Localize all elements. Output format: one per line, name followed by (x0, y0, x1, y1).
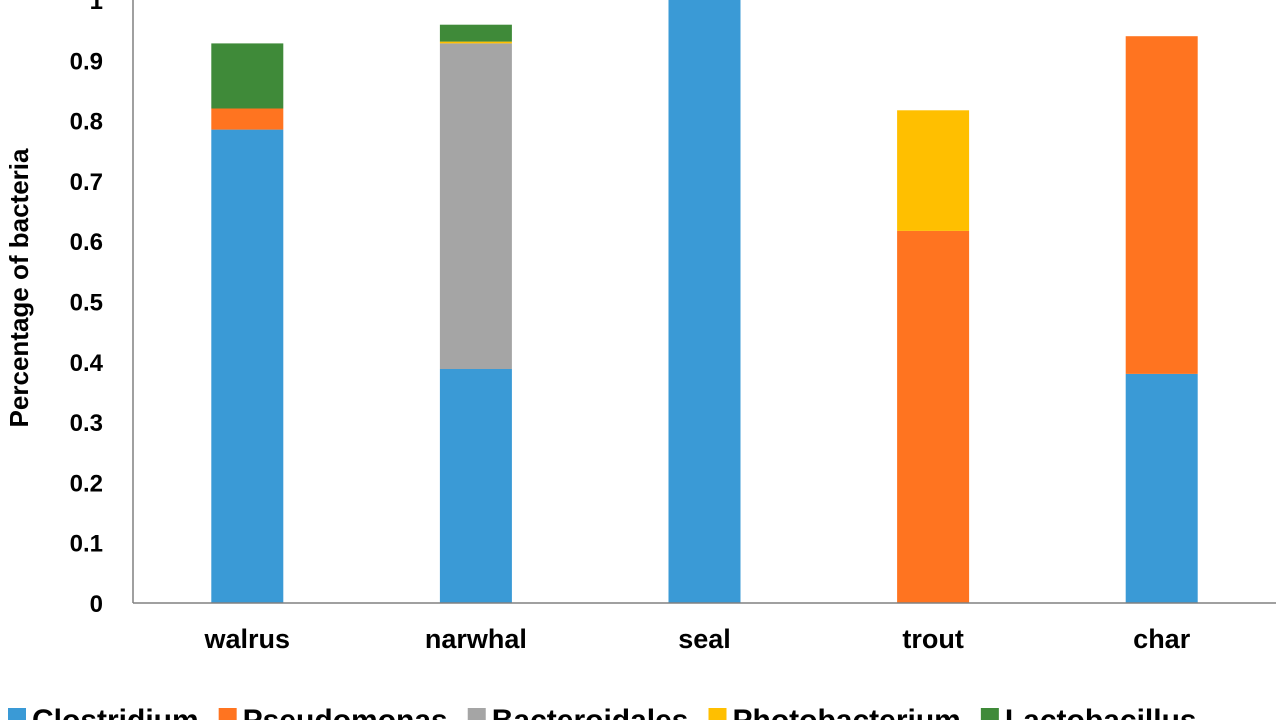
y-tick-label: 0.9 (70, 48, 103, 75)
legend-swatch-photobacterium (708, 708, 727, 720)
bar-char-pseudomonas (1125, 36, 1198, 374)
bar-walrus-pseudomonas (211, 108, 284, 130)
bar-char-clostridium (1125, 373, 1198, 603)
legend-label-pseudomonas: Pseudomonas (243, 704, 448, 720)
bar-narwhal-clostridium (439, 369, 512, 603)
bar-seal-clostridium (668, 0, 741, 603)
y-tick-label: 0.8 (70, 109, 103, 136)
bar-walrus-lactobacillus (211, 43, 284, 109)
y-tick-label: 1 (90, 0, 103, 15)
x-tick-labels: walrus narwhal seal trout char (204, 624, 1191, 654)
legend-label-bacteroidales: Bacteroidales (492, 704, 689, 720)
bar-trout-photobacterium (897, 110, 970, 231)
bar-trout-pseudomonas (897, 230, 970, 603)
legend: Clostridium Pseudomonas Bacteroidales Photo… (8, 704, 1197, 720)
x-tick-label-seal: seal (678, 624, 731, 654)
legend-label-clostridium: Clostridium (32, 704, 199, 720)
y-tick-label: 0.3 (70, 410, 103, 437)
bars-group (211, 0, 1198, 603)
y-tick-label: 0.6 (70, 229, 103, 256)
y-tick-label: 0.1 (70, 531, 103, 558)
y-tick-label: 0 (90, 591, 103, 618)
x-tick-label-char: char (1133, 624, 1191, 654)
y-tick-label: 0.4 (70, 350, 104, 377)
bar-narwhal-photobacterium (439, 41, 512, 44)
bar-walrus-clostridium (211, 129, 284, 603)
legend-swatch-pseudomonas (218, 708, 237, 720)
y-axis-title: Percentage of bacteria (4, 148, 34, 427)
y-tick-label: 0.2 (70, 470, 103, 497)
x-tick-label-trout: trout (902, 624, 963, 654)
legend-swatch-bacteroidales (467, 708, 486, 720)
bar-narwhal-lactobacillus (439, 24, 512, 42)
y-tick-labels: 0 0.1 0.2 0.3 0.4 0.5 0.6 0.7 0.8 0.9 1 (70, 0, 104, 618)
legend-swatch-clostridium (8, 708, 26, 720)
y-tick-label: 0.7 (70, 169, 103, 196)
y-tick-label: 0.5 (70, 290, 103, 317)
x-tick-label-walrus: walrus (204, 624, 291, 654)
legend-swatch-lactobacillus (980, 708, 999, 720)
x-tick-label-narwhal: narwhal (425, 624, 527, 654)
legend-label-lactobacillus: Lactobacillus (1005, 704, 1197, 720)
axes-group (132, 0, 1276, 604)
bar-narwhal-bacteroidales (439, 43, 512, 370)
legend-label-photobacterium: Photobacterium (733, 704, 961, 720)
